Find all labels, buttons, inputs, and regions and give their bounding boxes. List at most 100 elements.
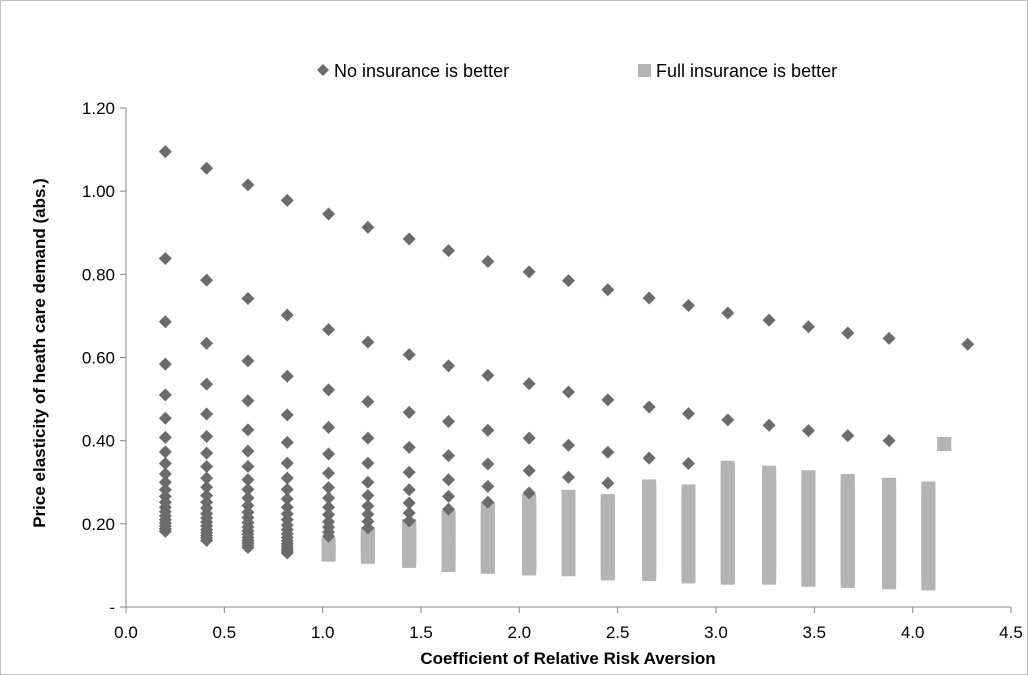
no-insurance-point — [200, 480, 214, 494]
no-insurance-point — [158, 357, 172, 371]
x-tick-label: 3.0 — [704, 623, 728, 642]
no-insurance-point — [642, 400, 656, 414]
no-insurance-point — [361, 395, 375, 409]
no-insurance-point — [322, 447, 336, 461]
no-insurance-point — [601, 445, 615, 459]
no-insurance-point — [200, 471, 214, 485]
no-insurance-point — [280, 482, 294, 496]
no-insurance-point — [562, 274, 575, 288]
data-points — [158, 145, 975, 591]
no-insurance-point — [522, 464, 536, 478]
x-tick-label: 4.0 — [901, 623, 925, 642]
full-insurance-point — [840, 574, 855, 589]
legend-label-no-insurance: No insurance is better — [334, 61, 509, 81]
no-insurance-point — [200, 446, 214, 460]
no-insurance-point — [158, 467, 172, 481]
no-insurance-point — [200, 336, 214, 350]
no-insurance-point — [841, 429, 855, 443]
no-insurance-point — [762, 313, 776, 327]
no-insurance-point — [402, 440, 416, 454]
no-insurance-point — [361, 431, 375, 445]
no-insurance-point — [442, 473, 456, 487]
no-insurance-point — [642, 451, 656, 465]
no-insurance-point — [721, 306, 735, 320]
full-insurance-point — [360, 549, 375, 564]
full-insurance-point — [522, 561, 537, 576]
no-insurance-point — [402, 514, 416, 528]
no-insurance-point — [241, 423, 255, 437]
full-insurance-point — [762, 570, 777, 585]
no-insurance-point — [522, 265, 536, 279]
no-insurance-point — [322, 481, 336, 495]
no-insurance-point — [158, 145, 172, 159]
y-tick-label: 0.20 — [82, 515, 115, 534]
no-insurance-point — [601, 393, 615, 407]
no-insurance-point — [601, 283, 615, 297]
no-insurance-point — [280, 193, 294, 207]
full-insurance-point — [561, 562, 576, 577]
no-insurance-point — [402, 506, 416, 520]
no-insurance-point — [280, 435, 294, 449]
no-insurance-point — [322, 508, 336, 522]
x-tick-label: 3.5 — [803, 623, 827, 642]
no-insurance-point — [601, 476, 615, 490]
no-insurance-point — [361, 507, 375, 521]
no-insurance-point — [280, 471, 294, 485]
no-insurance-point — [200, 273, 214, 287]
y-tick-label: - — [109, 598, 115, 617]
no-insurance-point — [241, 354, 255, 368]
no-insurance-point — [280, 456, 294, 470]
no-insurance-point — [522, 377, 536, 391]
full-insurance-point — [441, 558, 456, 573]
no-insurance-point — [442, 449, 456, 463]
y-tick-label: 1.00 — [82, 182, 115, 201]
no-insurance-point — [158, 315, 172, 329]
no-insurance-point — [801, 320, 815, 334]
full-insurance-point — [321, 547, 336, 562]
full-insurance-point — [480, 559, 495, 574]
x-tick-label: 2.5 — [606, 623, 630, 642]
no-insurance-point — [158, 483, 172, 497]
no-insurance-point — [681, 407, 695, 421]
no-insurance-point — [322, 529, 336, 543]
no-insurance-point — [280, 308, 294, 322]
no-insurance-point — [721, 413, 735, 427]
no-insurance-point — [681, 299, 695, 313]
no-insurance-point — [241, 491, 255, 505]
no-insurance-point — [322, 466, 336, 480]
no-insurance-point — [241, 178, 255, 192]
y-tick-label: 0.40 — [82, 432, 115, 451]
no-insurance-point — [158, 475, 172, 489]
no-insurance-point — [361, 475, 375, 489]
no-insurance-point — [481, 479, 495, 493]
no-insurance-point — [522, 431, 536, 445]
no-insurance-point — [402, 348, 416, 362]
no-insurance-point — [322, 420, 336, 434]
full-insurance-point — [402, 553, 417, 568]
no-insurance-point — [322, 383, 336, 397]
legend: No insurance is better Full insurance is… — [317, 61, 837, 81]
no-insurance-point — [361, 499, 375, 513]
no-insurance-point — [241, 473, 255, 487]
no-insurance-point — [481, 423, 495, 437]
no-insurance-point — [322, 491, 336, 505]
no-insurance-point — [241, 394, 255, 408]
no-insurance-point — [361, 220, 375, 234]
no-insurance-point — [402, 232, 416, 246]
no-insurance-point — [481, 368, 495, 382]
no-insurance-point — [442, 502, 456, 516]
y-tick-label: 0.60 — [82, 349, 115, 368]
no-insurance-point — [200, 533, 214, 547]
no-insurance-point — [158, 430, 172, 444]
no-insurance-point — [882, 331, 896, 345]
no-insurance-point — [442, 244, 456, 258]
no-insurance-point — [200, 377, 214, 391]
no-insurance-point — [442, 415, 456, 429]
no-insurance-point — [442, 359, 456, 373]
no-insurance-point — [562, 438, 575, 452]
no-insurance-point — [681, 457, 695, 471]
x-tick-label: 0.5 — [213, 623, 237, 642]
full-insurance-point — [600, 566, 615, 581]
no-insurance-point — [841, 326, 855, 340]
